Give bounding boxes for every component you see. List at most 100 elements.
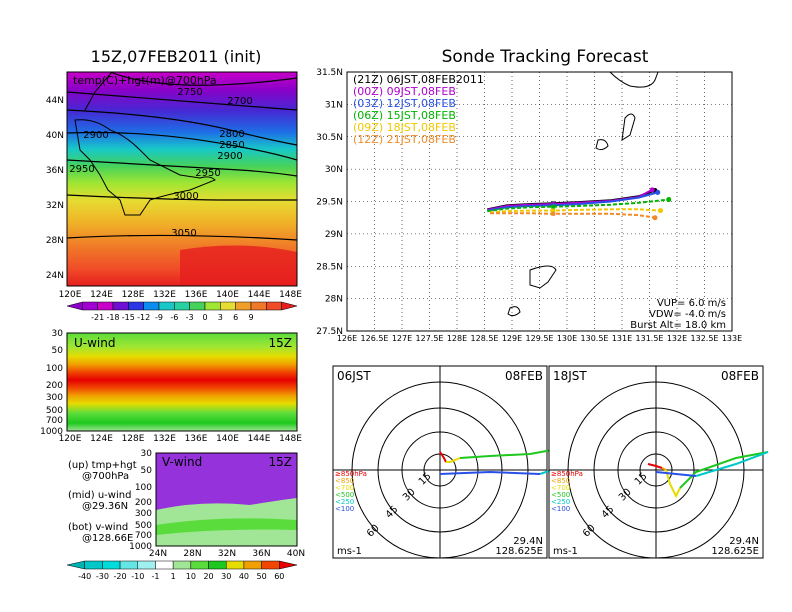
forecast-lon-tick: 130E [557,334,577,343]
forecast-lon-tick: 128.5E [471,334,499,343]
vwind-lat-tick: 36N [252,549,270,559]
level-legend: ≥850hPa [335,470,367,478]
vwind-pressure-tick: 1000 [129,542,152,552]
vwind-label: V-wind [162,455,202,469]
hodograph-date: 08FEB [505,369,543,383]
level-legend: <500 [335,491,354,499]
forecast-lat-tick: 28.5N [316,262,343,272]
colorbar-swatch [208,560,227,570]
map-lat-tick: 32N [46,201,64,211]
colorbar-swatch [189,301,206,311]
uwind-pressure-tick: 200 [46,381,63,391]
colorbar-tick: 1 [171,572,176,581]
forecast-legend-item: (21Z) 06JST,08FEB2011 [353,73,484,86]
forecast-legend-item: (03Z) 12JST,08FEB [353,97,456,110]
forecast-title: Sonde Tracking Forecast [442,47,649,67]
colorbar-swatch [190,560,209,570]
left-legend-line: (mid) u-wind [68,490,131,501]
forecast-lon-tick: 126E [337,334,357,343]
colorbar-tick: -12 [137,313,150,322]
level-legend: <100 [551,505,570,513]
colorbar-swatch [266,301,282,311]
map-lon-tick: 140E [216,290,239,300]
warm-region [180,245,297,286]
colorbar-swatch [119,560,139,570]
forecast-lon-tick: 127.5E [416,334,444,343]
vwind-lat-tick: 40N [287,549,305,559]
vwind-lat-tick: 32N [218,549,236,559]
temperature-colorbar: -21 -18 -15 -12 -9 -6 -3 0 3 6 9 [66,301,298,322]
map-lat-tick: 36N [46,166,64,176]
colorbar-tick: 60 [274,572,284,581]
uwind-lon-tick: 124E [90,434,113,444]
uwind-lon-tick: 140E [216,434,239,444]
contour-label: 3050 [171,228,196,239]
hodograph-lat: 29.4N [729,536,759,547]
vwind-band [156,518,297,535]
uwind-field [67,333,297,431]
colorbar-swatch [220,301,236,311]
colorbar-tick: -21 [91,313,104,322]
forecast-lon-tick: 130.5E [581,334,609,343]
burst-point [655,189,661,195]
colorbar-swatch [261,560,280,570]
forecast-lat-tick: 30N [325,165,343,175]
level-legend: <250 [335,498,354,506]
level-legend: <500 [551,491,570,499]
hodograph-unit: ms-1 [553,546,578,557]
forecast-lat-tick: 29.5N [316,198,343,208]
map-lon-tick: 144E [248,290,271,300]
uwind-lon-tick: 120E [59,434,82,444]
colorbar-tick: 20 [203,572,213,581]
vdw-text: VDW= -4.0 m/s [649,309,726,320]
uwind-label: U-wind [74,336,115,350]
colorbar-swatch [66,560,85,570]
vwind-pressure-tick: 700 [135,531,152,541]
contour-label: 2750 [177,87,202,98]
contour-label: 2900 [83,130,108,141]
map-label: temp(C)+hgt(m)@700hPa [73,74,217,87]
colorbar-swatch [155,560,174,570]
contour-label: 2950 [195,168,220,179]
wind-trace [446,457,461,463]
uwind-pressure-tick: 1000 [40,427,63,437]
vwind-pressure-tick: 300 [135,509,152,519]
map-lat-tick: 44N [46,96,64,106]
colorbar-swatch [102,560,121,570]
forecast-lat-tick: 28N [325,295,343,305]
uwind-frame [66,332,298,432]
uwind-lon-tick: 128E [122,434,145,444]
wind-trace [655,471,697,477]
colorbar-swatch [250,301,267,311]
level-legend: <850 [551,477,570,485]
colorbar-swatch [66,301,83,311]
forecast-lon-ticks: 126E 126.5E 127E 127.5E 128E 128.5E 129E 129.5E… [337,334,742,343]
contour-label: 2950 [69,164,94,175]
forecast-lat-tick: 30.5N [316,133,343,143]
uwind-lon-tick: 148E [279,434,302,444]
track-marker [551,204,556,209]
forecast-lon-tick: 131E [612,334,632,343]
vwind-pressure-tick: 500 [135,521,152,531]
forecast-lon-tick: 133E [722,334,742,343]
island-outline [609,71,659,88]
island-outline [595,139,609,151]
colorbar-tick: 40 [239,572,249,581]
colorbar-tick: 0 [202,313,207,322]
forecast-lon-tick: 132E [667,334,687,343]
left-legend-line: @700hPa [82,471,129,482]
contour-labels: 2750 2700 2800 2850 2900 2900 2950 2950 … [69,87,252,239]
map-lat-tick: 28N [46,236,64,246]
uwind-lon-tick: 132E [153,434,176,444]
burst-point [649,187,655,193]
uwind-pressure-tick: 500 [46,406,63,416]
track-marker [551,211,556,216]
map-lat-ticks: 44N 40N 36N 32N 28N 24N [46,96,64,281]
forecast-lat-tick: 31.5N [316,68,343,78]
forecast-lon-tick: 131.5E [636,334,664,343]
wind-colorbar: -40 -30 -20 -10 -1 1 10 20 30 40 50 60 [66,560,298,581]
